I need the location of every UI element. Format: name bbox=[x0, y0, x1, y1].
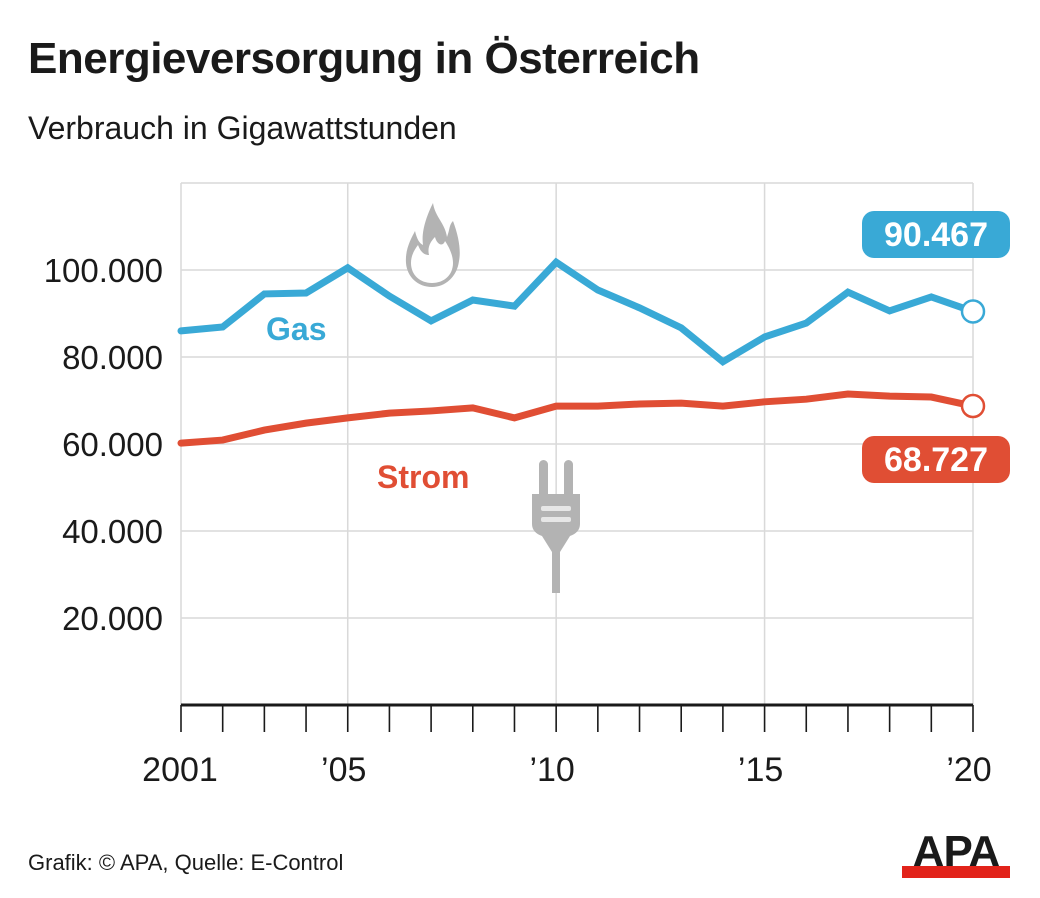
icons bbox=[405, 203, 580, 593]
y-tick-label: 80.000 bbox=[62, 339, 163, 376]
y-tick-label: 40.000 bbox=[62, 513, 163, 550]
x-tick-label: ’20 bbox=[946, 751, 991, 789]
series-line-strom bbox=[177, 390, 977, 447]
apa-logo-bar bbox=[902, 866, 1010, 878]
end-value-label-strom: 68.727 bbox=[884, 441, 988, 479]
series bbox=[177, 257, 986, 447]
end-value-label-gas: 90.467 bbox=[884, 216, 988, 254]
chart-title: Energieversorgung in Österreich bbox=[28, 34, 700, 83]
x-tick-label: 2001 bbox=[142, 751, 218, 789]
end-value-badge-gas bbox=[862, 211, 1010, 258]
y-axis: 20.000 40.000 60.000 80.000 100.000 bbox=[44, 252, 163, 637]
series-label-gas: Gas bbox=[266, 311, 326, 347]
chart-subtitle: Verbrauch in Gigawattstunden bbox=[28, 110, 457, 146]
series-line-gas bbox=[177, 257, 977, 367]
power-plug-icon bbox=[532, 460, 580, 593]
flame-icon bbox=[405, 203, 460, 287]
labels: 90.467 Gas 68.727 Strom bbox=[266, 211, 1010, 495]
y-tick-label: 20.000 bbox=[62, 600, 163, 637]
grid bbox=[180, 182, 974, 705]
y-tick-label: 100.000 bbox=[44, 252, 163, 289]
y-tick-label: 60.000 bbox=[62, 426, 163, 463]
source-credit: Grafik: © APA, Quelle: E-Control bbox=[28, 850, 344, 875]
x-tick-label: ’10 bbox=[529, 751, 574, 789]
x-tick-label: ’05 bbox=[321, 751, 366, 789]
end-marker-gas bbox=[960, 299, 986, 324]
end-marker-strom bbox=[960, 393, 986, 419]
series-label-strom: Strom bbox=[377, 459, 469, 495]
apa-logo: APA bbox=[902, 828, 1010, 878]
x-axis: 2001 ’05 ’10 ’15 ’20 bbox=[142, 703, 992, 789]
x-tick-label: ’15 bbox=[738, 751, 783, 789]
end-value-badge-strom bbox=[862, 436, 1010, 483]
